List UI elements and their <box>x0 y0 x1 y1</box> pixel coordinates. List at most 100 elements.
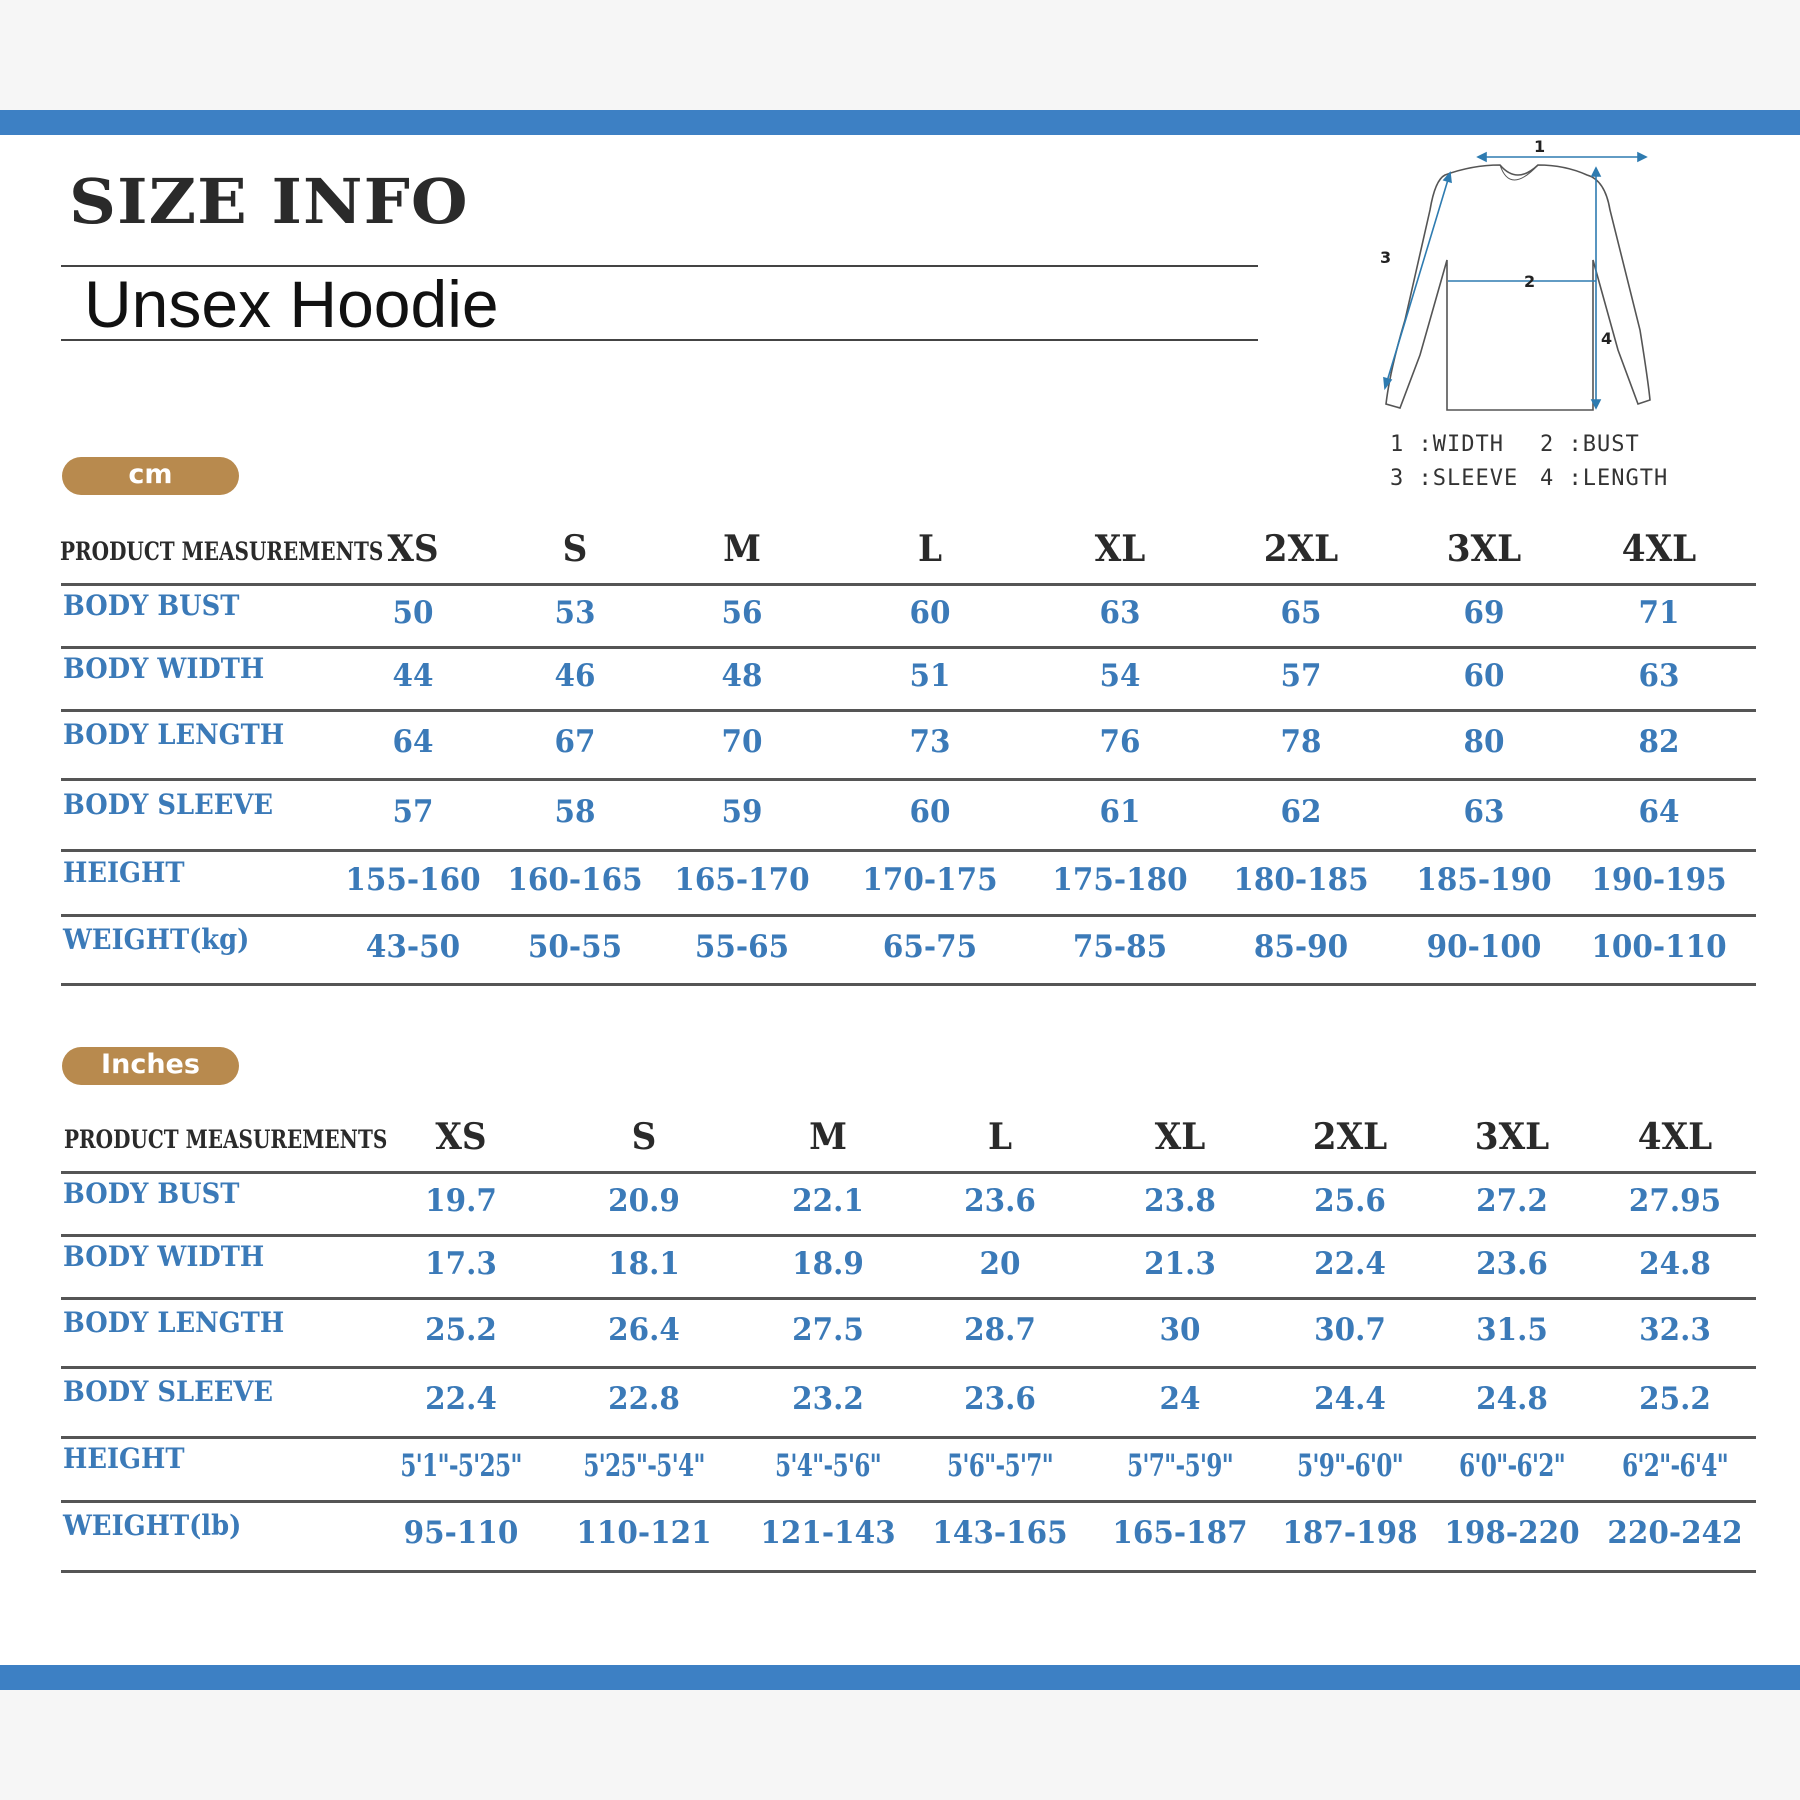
table-cell: 5'25"-5'4" <box>583 1448 705 1484</box>
row-label: BODY SLEEVE <box>63 1375 274 1408</box>
table-cell: 5'9"-6'0" <box>1296 1448 1404 1484</box>
divider <box>61 265 1258 267</box>
table-cell: 57 <box>1280 657 1322 694</box>
column-header-size: 2XL <box>1263 528 1339 570</box>
row-label: HEIGHT <box>63 855 185 889</box>
table-cell: 170-175 <box>862 861 998 898</box>
table-cell: 20.9 <box>608 1182 680 1219</box>
table-cell: 30 <box>1159 1311 1201 1348</box>
top-accent-bar <box>0 110 1800 135</box>
table-cell: 25.2 <box>1639 1381 1711 1417</box>
table-cell: 28.7 <box>964 1311 1036 1348</box>
row-divider <box>61 646 1756 649</box>
row-label: BODY SLEEVE <box>63 787 274 821</box>
row-label: WEIGHT(lb) <box>63 1509 242 1542</box>
table-cell: 23.6 <box>1476 1245 1548 1282</box>
divider <box>61 339 1258 341</box>
table-cell: 73 <box>909 723 951 760</box>
table-cell: 18.9 <box>792 1245 864 1282</box>
table-cell: 58 <box>554 793 596 830</box>
table-cell: 76 <box>1099 723 1141 760</box>
table-cell: 21.3 <box>1144 1245 1216 1282</box>
table-cell: 23.6 <box>964 1182 1036 1219</box>
row-divider <box>61 914 1756 917</box>
table-cell: 5'1"-5'25" <box>400 1448 522 1484</box>
table-cell: 64 <box>392 723 434 760</box>
table-cell: 22.4 <box>1314 1245 1386 1282</box>
table-cell: 17.3 <box>425 1245 497 1282</box>
hoodie-outline-icon <box>1385 164 1651 411</box>
hoodie-measurement-diagram: 1 2 3 4 <box>1380 140 1651 411</box>
table-cell: 23.8 <box>1144 1182 1216 1219</box>
table-cell: 24.8 <box>1639 1245 1711 1282</box>
column-header-size: 3XL <box>1474 1116 1550 1158</box>
table-cell: 27.5 <box>792 1311 864 1348</box>
column-header-size: 3XL <box>1446 528 1522 570</box>
row-divider <box>61 778 1756 781</box>
legend-width: 1 :WIDTH <box>1390 432 1504 457</box>
table-cell: 20 <box>979 1245 1021 1282</box>
table-cell: 23.6 <box>964 1381 1036 1417</box>
column-header-size: XL <box>1094 528 1146 570</box>
table-cell: 6'2"-6'4" <box>1621 1448 1729 1484</box>
table-cell: 48 <box>721 657 763 694</box>
row-divider <box>61 1436 1756 1439</box>
table-cell: 51 <box>909 657 951 694</box>
row-divider <box>61 1234 1756 1237</box>
table-cell: 67 <box>554 723 596 760</box>
row-label: BODY BUST <box>63 1176 240 1210</box>
table-cell: 82 <box>1638 723 1680 760</box>
table-cell: 60 <box>909 594 951 631</box>
table-cell: 175-180 <box>1052 861 1188 898</box>
row-divider <box>61 1500 1756 1503</box>
table-cell: 78 <box>1280 723 1322 760</box>
column-header-size: S <box>631 1116 657 1158</box>
column-header-size: XS <box>435 1116 487 1158</box>
table-cell: 165-170 <box>674 861 810 898</box>
table-cell: 121-143 <box>760 1515 896 1551</box>
marker-sleeve: 3 <box>1380 248 1391 267</box>
table-cell: 22.8 <box>608 1381 680 1417</box>
table-cell: 30.7 <box>1314 1311 1386 1348</box>
row-divider <box>61 1171 1756 1174</box>
column-header-size: L <box>987 1116 1013 1158</box>
table-cell: 22.1 <box>792 1182 864 1219</box>
table-cell: 6'0"-6'2" <box>1458 1448 1566 1484</box>
table-cell: 31.5 <box>1476 1311 1548 1348</box>
measurement-arrows-icon <box>1383 151 1648 410</box>
marker-bust: 2 <box>1524 272 1535 291</box>
table-cell: 54 <box>1099 657 1141 694</box>
row-divider <box>61 983 1756 986</box>
table-cell: 24.4 <box>1314 1381 1386 1417</box>
table-cell: 43-50 <box>365 928 461 965</box>
table-cell: 27.2 <box>1476 1182 1548 1219</box>
table-cell: 100-110 <box>1591 928 1727 965</box>
table-cell: 180-185 <box>1233 861 1369 898</box>
table-cell: 60 <box>1463 657 1505 694</box>
table-cell: 160-165 <box>507 861 643 898</box>
column-header-measurement: PRODUCT MEASUREMENTS <box>60 537 384 566</box>
table-cell: 5'6"-5'7" <box>946 1448 1054 1484</box>
table-cell: 110-121 <box>576 1515 712 1551</box>
table-cell: 23.2 <box>792 1381 864 1417</box>
table-cell: 165-187 <box>1112 1515 1248 1551</box>
table-cell: 60 <box>909 793 951 830</box>
column-header-size: XS <box>387 528 439 570</box>
table-cell: 19.7 <box>425 1182 497 1219</box>
table-cell: 185-190 <box>1416 861 1552 898</box>
row-label: BODY LENGTH <box>63 1305 285 1339</box>
legend-bust: 2 :BUST <box>1540 432 1640 457</box>
table-cell: 22.4 <box>425 1381 497 1417</box>
bottom-accent-bar <box>0 1665 1800 1690</box>
product-name: Unsex Hoodie <box>84 267 499 341</box>
table-cell: 63 <box>1463 793 1505 830</box>
table-cell: 32.3 <box>1639 1311 1711 1348</box>
table-cell: 59 <box>721 793 763 830</box>
page-title: SIZE INFO <box>69 165 469 238</box>
table-cell: 50-55 <box>527 928 623 965</box>
size-chart-panel <box>0 135 1800 1665</box>
column-header-size: 2XL <box>1312 1116 1388 1158</box>
table-cell: 27.95 <box>1628 1182 1722 1219</box>
column-header-size: S <box>562 528 588 570</box>
table-cell: 44 <box>392 657 434 694</box>
